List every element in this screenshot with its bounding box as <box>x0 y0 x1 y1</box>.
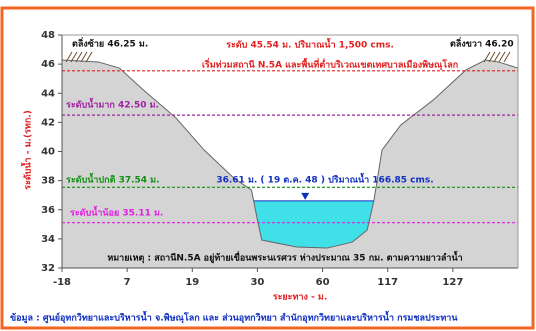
x-tick-label: 7 <box>124 277 131 288</box>
reference-label: ระดับน้ำปกติ 37.54 ม. <box>66 173 160 186</box>
y-tick-label: 38 <box>41 176 55 187</box>
y-tick-label: 48 <box>41 30 55 41</box>
y-tick-label: 32 <box>41 263 55 274</box>
bank-hatch <box>85 51 93 63</box>
bank-hatch <box>483 51 491 63</box>
water-marker <box>301 192 310 200</box>
bank-hatch <box>498 51 506 63</box>
bank-hatch <box>80 51 88 63</box>
y-tick-label: 42 <box>41 117 55 128</box>
reference-label: ระดับน้ำน้อย 35.11 ม. <box>70 206 163 219</box>
y-tick-label: 46 <box>41 59 55 70</box>
x-tick-label: 127 <box>442 277 463 288</box>
bank-hatch <box>488 51 496 63</box>
flood-note: เริ่มท่วมสถานี N.5A และพื้นที่ต่ำบริเวณเ… <box>202 58 458 71</box>
bank-hatch <box>70 51 78 63</box>
y-tick-label: 44 <box>41 88 55 99</box>
plot: ระดับ 45.54 ม. ปริมาณน้ำ 1,500 cms. ระดับ… <box>41 30 519 288</box>
x-tick-label: 60 <box>316 277 330 288</box>
x-tick-label: 19 <box>185 277 199 288</box>
x-tick-label: 30 <box>250 277 264 288</box>
note: หมายเหตุ : สถานีN.5A อยู่ท้ายเขื่อนพระนเ… <box>107 251 462 264</box>
ground-profile <box>61 59 519 249</box>
ground-area <box>62 60 518 268</box>
reference-label: ระดับน้ำมาก 42.50 ม. <box>66 98 159 111</box>
water-label: 36.61 ม. ( 19 ต.ค. 48 ) ปริมาณน้ำ 166.85… <box>216 173 433 186</box>
source: ข้อมูล : ศูนย์อุทกวิทยาและบริหารน้ำ จ.พิ… <box>10 311 458 324</box>
bank-hatch <box>75 51 83 63</box>
bank-hatch <box>503 51 511 63</box>
y-axis-label: ระดับน้ำ - ม.(รทก.) <box>21 110 34 190</box>
y-tick-label: 36 <box>41 205 55 216</box>
right-bank-label: ตลิ่งขวา 46.20 <box>450 37 514 50</box>
reference-label: ระดับ 45.54 ม. ปริมาณน้ำ 1,500 cms. <box>226 38 394 51</box>
left-bank-label: ตลิ่งซ้าย 46.25 ม. <box>72 37 148 50</box>
bank-hatch <box>65 51 73 63</box>
x-axis-label: ระยะทาง - ม. <box>273 293 328 303</box>
y-tick-label: 34 <box>41 234 55 245</box>
y-tick-label: 40 <box>41 147 55 158</box>
x-tick-label: 117 <box>377 277 398 288</box>
x-tick-label: -18 <box>53 277 71 288</box>
bank-hatch <box>493 51 501 63</box>
